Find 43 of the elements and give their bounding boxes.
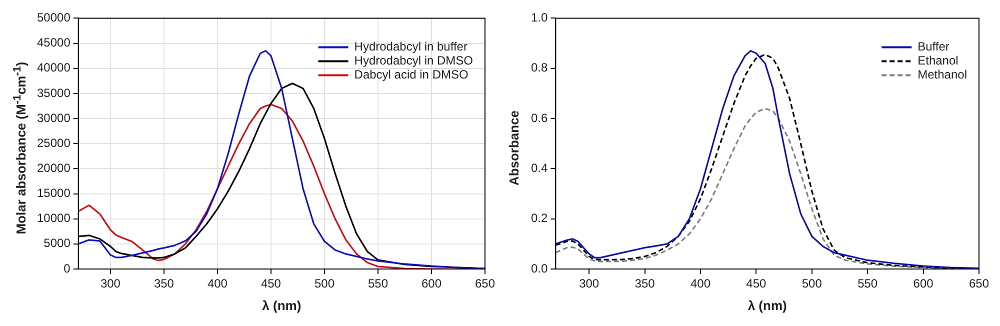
x-tick-label: 350 bbox=[634, 276, 656, 291]
y-tick-label: 35000 bbox=[36, 86, 71, 100]
x-tick-label: 600 bbox=[421, 276, 442, 291]
x-tick-label: 450 bbox=[746, 276, 767, 291]
legend-label: Hydrodabcyl in DMSO bbox=[354, 54, 474, 68]
x-tick-label: 500 bbox=[802, 276, 822, 291]
x-tick-label: 450 bbox=[260, 276, 282, 291]
y-tick-label: 0.8 bbox=[530, 60, 548, 75]
y-tick-label: 15000 bbox=[36, 186, 71, 200]
y-tick-label: 1.0 bbox=[530, 10, 548, 25]
x-tick-label: 500 bbox=[314, 276, 335, 291]
y-tick-label: 30000 bbox=[36, 110, 71, 125]
legend-label: Ethanol bbox=[918, 54, 958, 68]
y-tick-label: 0 bbox=[64, 261, 71, 276]
x-tick-label: 550 bbox=[368, 276, 388, 291]
y-tick-label: 0.4 bbox=[530, 160, 548, 175]
legend-label: Dabcyl acid in DMSO bbox=[354, 68, 468, 82]
x-tick-label: 550 bbox=[858, 276, 878, 291]
legend-label: Hydrodabcyl in buffer bbox=[354, 40, 468, 54]
x-tick-label: 400 bbox=[207, 276, 228, 291]
legend-label: Buffer bbox=[918, 40, 950, 54]
x-tick-label: 300 bbox=[579, 276, 600, 291]
y-tick-label: 45000 bbox=[36, 36, 71, 50]
y-tick-label: 50000 bbox=[36, 10, 71, 25]
x-tick-label: 650 bbox=[474, 276, 496, 291]
x-axis-title: λ (nm) bbox=[262, 298, 302, 313]
x-tick-label: 650 bbox=[968, 276, 990, 291]
y-tick-label: 40000 bbox=[36, 60, 71, 75]
line-series bbox=[556, 108, 952, 269]
x-tick-label: 350 bbox=[154, 276, 174, 291]
x-tick-label: 400 bbox=[690, 276, 711, 291]
x-tick-label: 600 bbox=[913, 276, 934, 291]
x-axis-title: λ (nm) bbox=[748, 298, 787, 313]
y-tick-label: 0.0 bbox=[530, 261, 548, 276]
y-tick-label: 5000 bbox=[44, 236, 71, 250]
y-tick-label: 0.2 bbox=[530, 211, 548, 226]
x-tick-label: 300 bbox=[100, 276, 121, 291]
y-tick-label: 25000 bbox=[36, 136, 71, 150]
y-tick-label: 10000 bbox=[36, 211, 71, 226]
y-tick-label: 20000 bbox=[36, 160, 71, 175]
y-axis-title: Absorbance bbox=[506, 110, 522, 186]
legend-label: Methanol bbox=[918, 68, 967, 82]
y-tick-label: 0.6 bbox=[530, 110, 548, 125]
